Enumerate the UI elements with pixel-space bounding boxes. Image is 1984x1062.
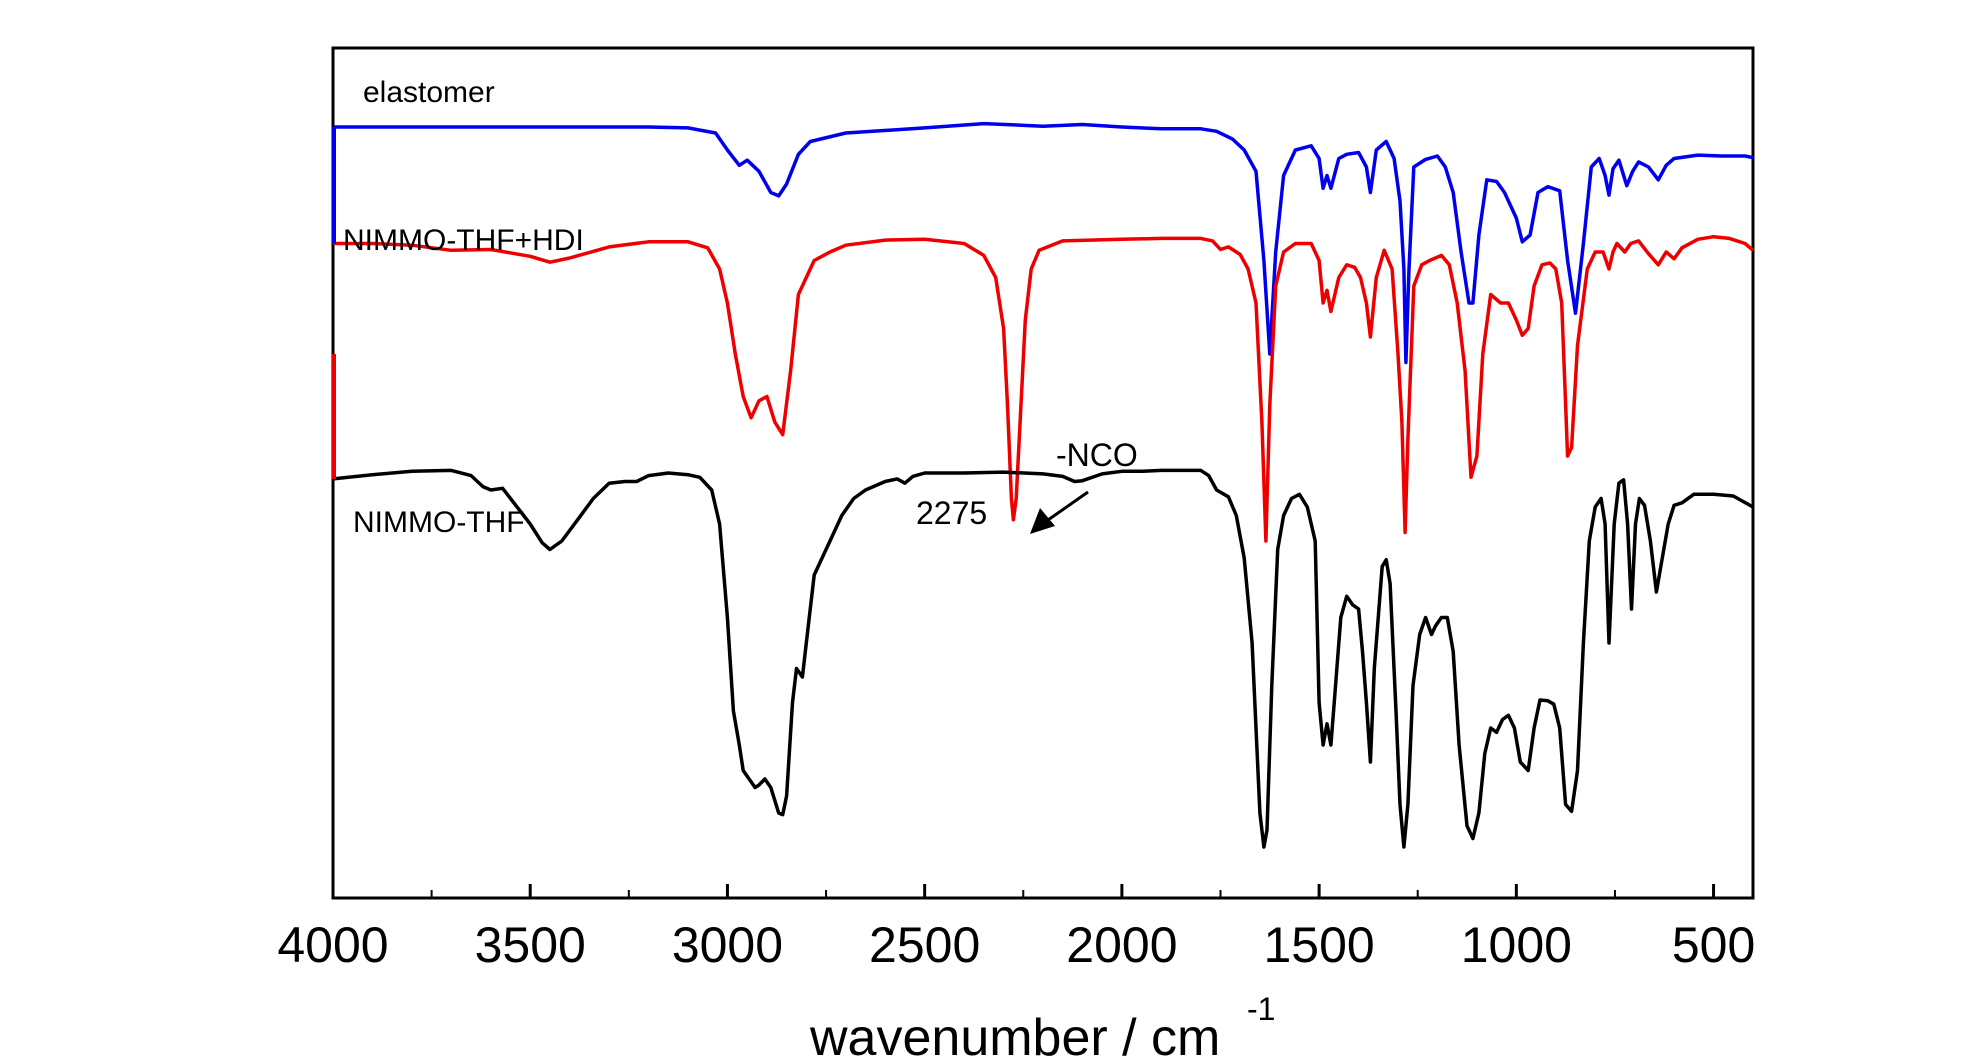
series-line-elastomer bbox=[333, 121, 1754, 365]
x-tick-label: 1500 bbox=[1263, 917, 1374, 973]
annotation-2275: 2275 bbox=[916, 495, 987, 531]
series-label-nimmo-thf: NIMMO-THF bbox=[353, 506, 525, 539]
x-axis-title-superscript: -1 bbox=[1247, 991, 1275, 1027]
x-tick-label: 2000 bbox=[1066, 917, 1177, 973]
series-label-nimmo-thf-hdi: NIMMO-THF+HDI bbox=[343, 224, 584, 257]
x-tick-label: 4000 bbox=[277, 917, 388, 973]
x-tick-label: 3000 bbox=[672, 917, 783, 973]
x-axis-title: wavenumber / cm bbox=[809, 1009, 1220, 1062]
x-tick-label: 2500 bbox=[869, 917, 980, 973]
series-layer bbox=[332, 121, 1755, 849]
x-tick-label: 1000 bbox=[1461, 917, 1572, 973]
series-label-elastomer: elastomer bbox=[363, 76, 495, 109]
series-line-nimmo-thf-hdi bbox=[333, 234, 1755, 543]
x-tick-label: 3500 bbox=[475, 917, 586, 973]
x-ticks: 4000 3500 3000 2500 2000 1500 1000 500 bbox=[277, 884, 1755, 973]
x-tick-label: 500 bbox=[1672, 917, 1755, 973]
series-line-nimmo-thf bbox=[332, 468, 1754, 849]
nco-arrow bbox=[1030, 490, 1089, 534]
annotation-nco: -NCO bbox=[1056, 437, 1138, 473]
